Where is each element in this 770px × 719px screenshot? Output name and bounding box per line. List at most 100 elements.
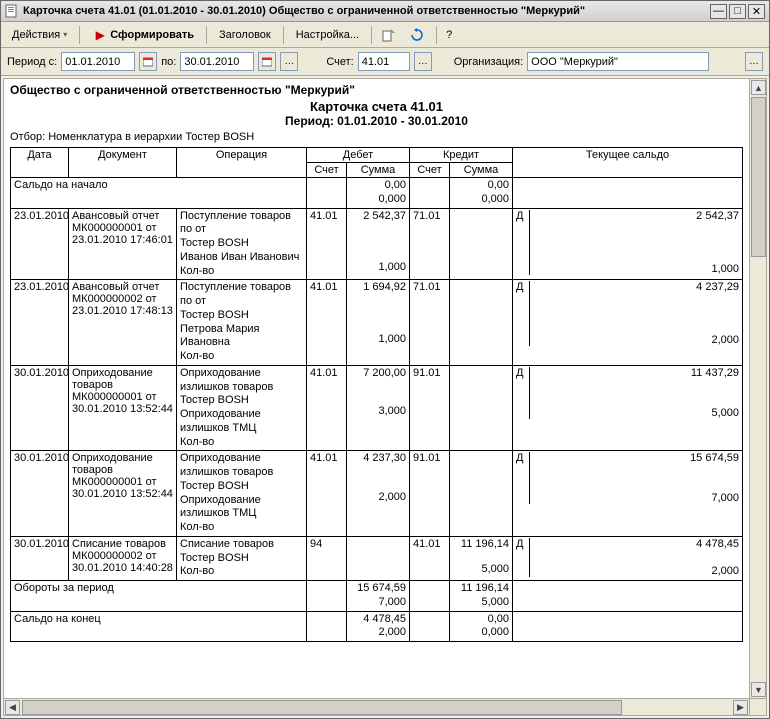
org-input[interactable] xyxy=(527,52,709,71)
export-button[interactable] xyxy=(377,25,403,45)
col-d-sum: Сумма xyxy=(347,163,410,178)
cell-balance: Д15 674,597,000 xyxy=(513,451,743,537)
col-date: Дата xyxy=(11,148,69,178)
col-debet: Дебет xyxy=(307,148,410,163)
cell-date: 30.01.2010 xyxy=(11,451,69,537)
close-button[interactable]: ✕ xyxy=(748,4,765,19)
play-icon: ▶ xyxy=(92,27,108,43)
export-icon xyxy=(381,27,397,43)
opening-row: Сальдо на начало 0,000,000 0,000,000 xyxy=(11,178,743,209)
report-period: Период: 01.01.2010 - 30.01.2010 xyxy=(10,114,743,128)
closing-k: 0,000,000 xyxy=(450,611,513,642)
horizontal-scrollbar[interactable]: ◀ ▶ xyxy=(4,698,749,715)
table-row[interactable]: 30.01.2010Оприходование товаров МК000000… xyxy=(11,365,743,451)
cell-k-sum: 11 196,145,000 xyxy=(450,536,513,580)
actions-label: Действия xyxy=(12,29,60,41)
calendar-icon xyxy=(262,57,272,67)
cell-d-sum: 7 200,003,000 xyxy=(347,365,410,451)
account-select-button[interactable]: … xyxy=(414,52,432,71)
date-from-picker[interactable] xyxy=(139,52,157,71)
cell-d-sum: 2 542,371,000 xyxy=(347,208,410,280)
header-row-1: Дата Документ Операция Дебет Кредит Теку… xyxy=(11,148,743,163)
col-k-acct: Счет xyxy=(410,163,450,178)
period-label: Период с: xyxy=(7,56,57,68)
table-row[interactable]: 30.01.2010Оприходование товаров МК000000… xyxy=(11,451,743,537)
scroll-right-button[interactable]: ▶ xyxy=(733,700,748,715)
col-d-acct: Счет xyxy=(307,163,347,178)
opening-d: 0,000,000 xyxy=(347,178,410,209)
account-input[interactable] xyxy=(358,52,410,71)
vertical-scrollbar[interactable]: ▲ ▼ xyxy=(749,79,766,698)
cell-k-acc: 71.01 xyxy=(410,208,450,280)
empty xyxy=(410,611,450,642)
col-oper: Операция xyxy=(177,148,307,178)
cell-d-acc: 41.01 xyxy=(307,365,347,451)
date-to-input[interactable] xyxy=(180,52,254,71)
cell-doc: Авансовый отчет МК000000002 от 23.01.201… xyxy=(69,280,177,366)
actions-menu[interactable]: Действия xyxy=(5,25,74,45)
header-button[interactable]: Заголовок xyxy=(212,25,278,45)
cell-d-sum xyxy=(347,536,410,580)
table-row[interactable]: 30.01.2010Списание товаров МК000000002 о… xyxy=(11,536,743,580)
cell-oper: Оприходование излишков товаровТостер BOS… xyxy=(177,365,307,451)
minimize-button[interactable]: — xyxy=(710,4,727,19)
table-row[interactable]: 23.01.2010Авансовый отчет МК000000002 от… xyxy=(11,280,743,366)
report-selection: Отбор: Номенклатура в иерархии Тостер BO… xyxy=(10,131,743,143)
date-to-picker[interactable] xyxy=(258,52,276,71)
cell-d-acc: 41.01 xyxy=(307,280,347,366)
cell-d-acc: 41.01 xyxy=(307,208,347,280)
window-title: Карточка счета 41.01 (01.01.2010 - 30.01… xyxy=(23,5,708,17)
org-select-button[interactable]: … xyxy=(745,52,763,71)
turnover-d: 15 674,597,000 xyxy=(347,581,410,612)
form-button[interactable]: ▶ Сформировать xyxy=(85,25,201,45)
empty xyxy=(513,611,743,642)
cell-doc: Списание товаров МК000000002 от 30.01.20… xyxy=(69,536,177,580)
cell-oper: Поступление товаров по отТостер BOSHПетр… xyxy=(177,280,307,366)
title-bar: Карточка счета 41.01 (01.01.2010 - 30.01… xyxy=(1,1,769,22)
report-area: Общество с ограниченной ответственностью… xyxy=(3,78,767,716)
empty xyxy=(307,611,347,642)
scroll-thumb-v[interactable] xyxy=(751,97,766,257)
cell-k-acc: 91.01 xyxy=(410,365,450,451)
closing-row: Сальдо на конец 4 478,452,000 0,000,000 xyxy=(11,611,743,642)
settings-label: Настройка... xyxy=(296,29,359,41)
empty xyxy=(513,581,743,612)
cell-k-acc: 91.01 xyxy=(410,451,450,537)
maximize-button[interactable]: □ xyxy=(729,4,746,19)
closing-label: Сальдо на конец xyxy=(11,611,307,642)
document-icon xyxy=(5,4,19,18)
separator xyxy=(371,26,372,44)
cell-k-acc: 41.01 xyxy=(410,536,450,580)
date-from-input[interactable] xyxy=(61,52,135,71)
closing-d: 4 478,452,000 xyxy=(347,611,410,642)
settings-button[interactable]: Настройка... xyxy=(289,25,366,45)
cell-d-sum: 1 694,921,000 xyxy=(347,280,410,366)
separator xyxy=(206,26,207,44)
scroll-thumb-h[interactable] xyxy=(22,700,622,715)
header-label: Заголовок xyxy=(219,29,271,41)
help-icon: ? xyxy=(446,29,452,41)
col-doc: Документ xyxy=(69,148,177,178)
toolbar: Действия ▶ Сформировать Заголовок Настро… xyxy=(1,22,769,48)
scroll-up-button[interactable]: ▲ xyxy=(751,80,766,95)
refresh-button[interactable] xyxy=(405,25,431,45)
cell-oper: Поступление товаров по отТостер BOSHИван… xyxy=(177,208,307,280)
col-kredit: Кредит xyxy=(410,148,513,163)
account-label: Счет: xyxy=(326,56,353,68)
org-label: Организация: xyxy=(454,56,523,68)
turnover-k: 11 196,145,000 xyxy=(450,581,513,612)
cell-date: 23.01.2010 xyxy=(11,208,69,280)
empty xyxy=(410,581,450,612)
table-row[interactable]: 23.01.2010Авансовый отчет МК000000001 от… xyxy=(11,208,743,280)
period-select-button[interactable]: … xyxy=(280,52,298,71)
help-button[interactable]: ? xyxy=(442,25,456,45)
company-name: Общество с ограниченной ответственностью… xyxy=(10,83,743,97)
scroll-left-button[interactable]: ◀ xyxy=(5,700,20,715)
cell-doc: Оприходование товаров МК000000001 от 30.… xyxy=(69,365,177,451)
report-title: Карточка счета 41.01 xyxy=(10,99,743,114)
cell-d-acc: 41.01 xyxy=(307,451,347,537)
turnover-row: Обороты за период15 674,597,00011 196,14… xyxy=(11,581,743,612)
scroll-down-button[interactable]: ▼ xyxy=(751,682,766,697)
opening-label: Сальдо на начало xyxy=(11,178,307,209)
report-table: Дата Документ Операция Дебет Кредит Теку… xyxy=(10,147,743,642)
